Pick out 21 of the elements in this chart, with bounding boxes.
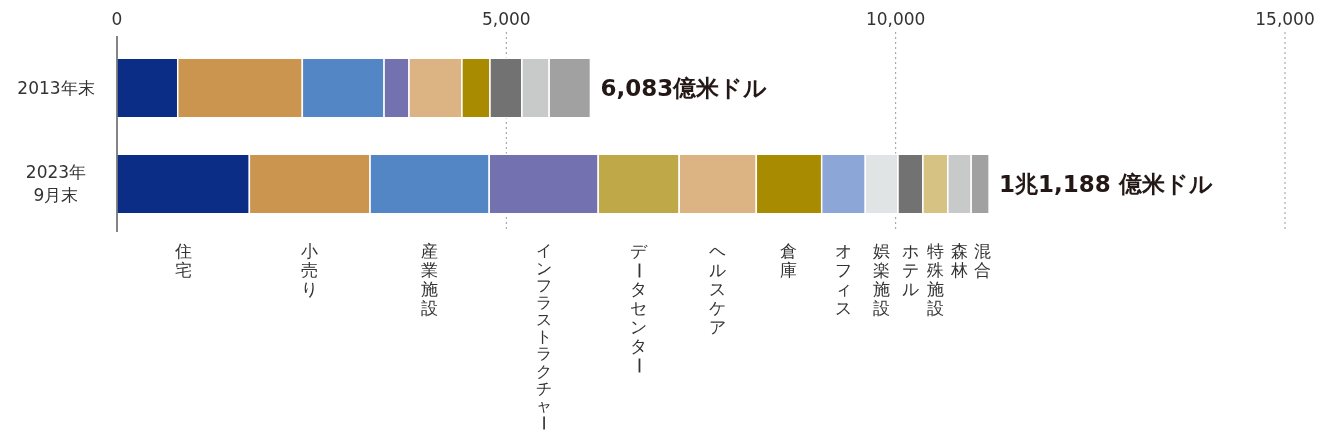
legend-label: インフラストラクチャー	[534, 241, 553, 431]
x-tick-label: 0	[111, 9, 123, 29]
legend-label: 混合	[974, 240, 991, 280]
legend-label: 住宅	[174, 240, 192, 280]
legend-label: 森林	[951, 240, 968, 280]
y-tick-label: 2023年 9月末	[24, 161, 88, 207]
legend-label: データセンター	[628, 240, 649, 374]
legend-label: 産業施設	[421, 240, 439, 318]
legend-label: 娯楽施設	[873, 240, 891, 318]
x-tick-label: 15,000	[1255, 9, 1315, 29]
legend-label: 小売り	[301, 240, 319, 299]
x-tick-label: 5,000	[482, 9, 531, 29]
legend-label: ヘルスケア	[709, 240, 727, 337]
legend-label: ホテル	[901, 240, 919, 299]
legend-label: 特殊施設	[926, 240, 944, 318]
y-tick-label: 2013年末	[16, 76, 96, 100]
total-label: 1兆1,188 億米ドル	[999, 171, 1213, 197]
legend-label: オフィス	[835, 240, 852, 318]
total-label: 6,083億米ドル	[600, 75, 768, 101]
legend-label: 倉庫	[780, 240, 798, 280]
x-tick-label: 10,000	[865, 9, 926, 29]
